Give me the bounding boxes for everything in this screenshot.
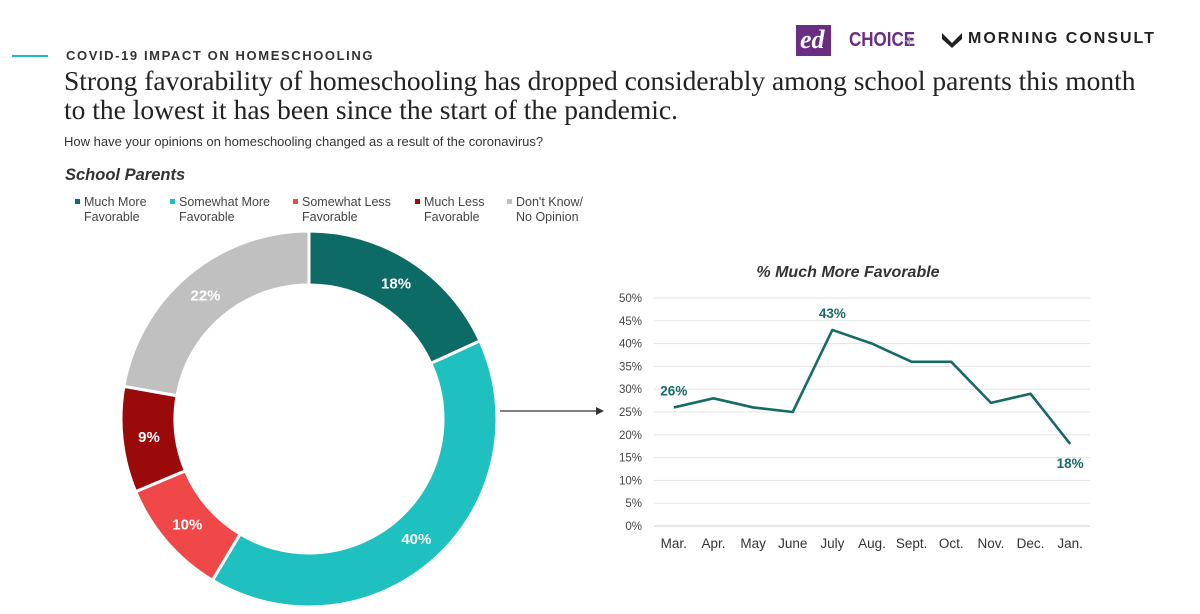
edchoice-logo-ed: ed [796,25,831,56]
legend-swatch [293,199,298,204]
slice-data-label: 40% [401,531,431,548]
logo-plus: + [904,31,915,51]
legend-label: No Opinion [516,210,579,224]
legend-label: Favorable [302,210,358,224]
line-data-label: 43% [819,306,846,321]
edchoice-logo-choice: CHOICE [849,29,916,51]
x-tick-label: Dec. [1017,536,1045,551]
y-tick-label: 5% [625,498,642,510]
x-tick-label: May [740,536,766,551]
m-chevron-icon [942,33,962,48]
legend-item: Much More Favorable [75,195,147,225]
line-data-label: 26% [660,383,687,398]
donut-chart: 18% 40% 10% 9% 22% [119,229,499,609]
x-tick-label: Jan. [1057,536,1083,551]
x-tick-label: Apr. [701,536,725,551]
legend-label: Much More [84,195,147,209]
legend-swatch [507,199,512,204]
legend-label: Favorable [84,210,140,224]
y-tick-label: 35% [619,361,642,373]
x-tick-label: Aug. [858,536,886,551]
donut-slice [307,229,482,366]
y-tick-label: 45% [619,316,642,328]
x-tick-label: June [778,536,807,551]
legend-label: Somewhat Less [302,195,391,209]
right-arrow-icon [500,407,604,415]
x-tick-label: Sept. [896,536,928,551]
legend-label: Much Less [424,195,485,209]
slice-data-label: 22% [190,288,220,305]
kicker: COVID-19 IMPACT ON HOMESCHOOLING [66,48,375,63]
legend-label: Don't Know/ [516,195,584,209]
line-chart: 0% 5% 10% 15% 20% 25% 30% 35% 40% 45% 50% Mar. Apr. M… [619,293,1090,551]
line-chart-title: % Much More Favorable [756,264,939,281]
y-tick-label: 15% [619,453,642,465]
morning-consult-logo: MORNING CONSULT [968,30,1156,47]
slice-data-label: 10% [172,516,202,533]
headline: Strong favorability of homeschooling has… [64,65,1136,125]
line-data-label: 18% [1057,456,1084,471]
y-tick-label: 20% [619,430,642,442]
y-tick-label: 0% [625,521,642,533]
y-tick-label: 25% [619,407,642,419]
x-tick-label: Oct. [939,536,964,551]
y-tick-label: 10% [619,475,642,487]
legend-swatch [170,199,175,204]
legend-item: Don't Know/No Opinion [507,195,583,225]
accent-line [12,55,48,57]
series-line [673,328,1072,445]
slice-data-label: 18% [381,276,411,293]
slice-data-label: 9% [138,429,160,446]
pie-chart-title: School Parents [65,166,186,184]
donut-slice [122,229,311,398]
y-tick-label: 30% [619,384,642,396]
legend-label: Somewhat More [179,195,271,209]
legend-item: Somewhat More Favorable [170,195,270,225]
legend-label: Favorable [179,210,235,224]
donut-slice [210,338,499,609]
y-tick-label: 40% [619,339,642,351]
legend-swatch [75,199,80,204]
x-tick-label: Nov. [978,536,1005,551]
legend-swatch [415,199,420,204]
x-tick-label: Mar. [661,536,687,551]
legend-item: Much Less Favorable [415,195,484,225]
legend-label: Favorable [424,210,480,224]
y-tick-label: 50% [619,293,642,305]
survey-question: How have your opinions on homeschooling … [64,134,544,149]
x-tick-label: July [820,536,844,551]
legend-item: Somewhat Less Favorable [293,195,391,225]
